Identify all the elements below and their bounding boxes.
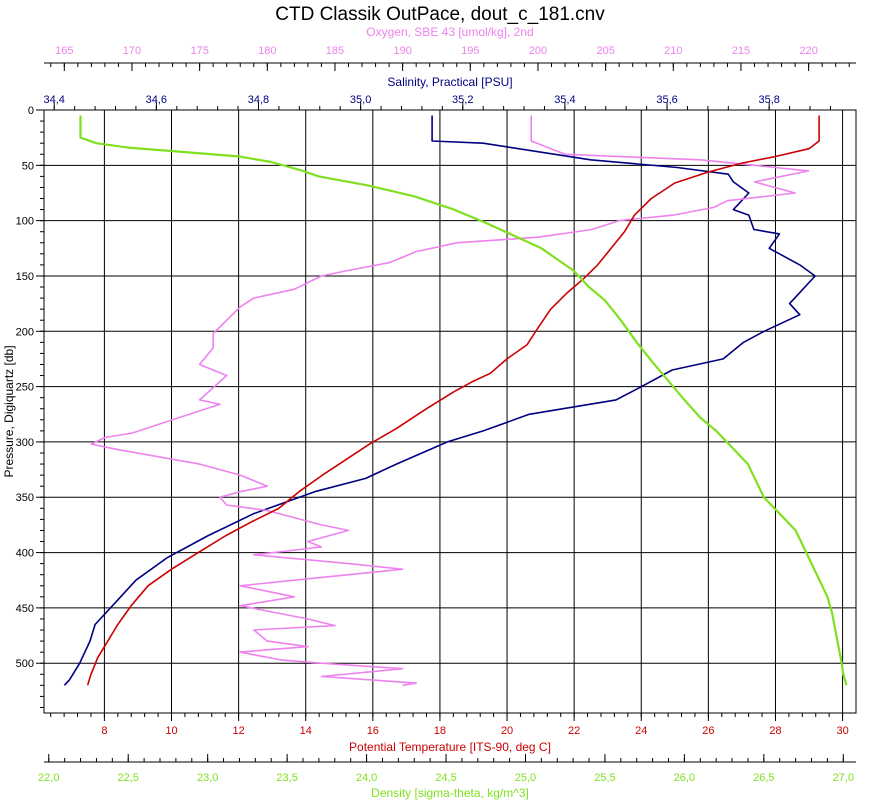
- oxygen-tick-label: 210: [664, 45, 682, 57]
- oxygen-profile-line: [90, 115, 810, 687]
- oxygen-tick-label: 175: [190, 45, 208, 57]
- temperature-tick-label: 30: [836, 725, 848, 737]
- temperature-tick-label: 26: [702, 725, 714, 737]
- salinity-tick-label: 34,4: [44, 94, 65, 106]
- temperature-tick-label: 24: [635, 725, 647, 737]
- oxygen-axis-title: Oxygen, SBE 43 [umol/kg], 2nd: [366, 25, 533, 39]
- oxygen-tick-label: 185: [326, 45, 344, 57]
- salinity-tick-label: 34,6: [146, 94, 167, 106]
- oxygen-tick-label: 215: [732, 45, 750, 57]
- oxygen-tick-label: 180: [258, 45, 276, 57]
- density-axis-title: Density [sigma-theta, kg/m^3]: [371, 786, 529, 800]
- oxygen-tick-label: 220: [799, 45, 817, 57]
- axes: 165 170 175 180 185 190 195 200 205 210 215 220Oxyg…: [2, 25, 856, 800]
- temperature-tick-label: 18: [434, 725, 446, 737]
- density-tick-label: 26,0: [674, 772, 695, 784]
- temperature-tick-label: 22: [568, 725, 580, 737]
- density-tick-label: 22,0: [38, 772, 59, 784]
- density-profile-line: [79, 115, 848, 686]
- temperature-tick-label: 8: [101, 725, 107, 737]
- pressure-tick-label: 350: [16, 492, 34, 504]
- temperature-profile-line: [86, 115, 820, 686]
- temperature-tick-label: 14: [300, 725, 312, 737]
- temperature-tick-label: 12: [232, 725, 244, 737]
- density-tick-label: 26,5: [753, 772, 774, 784]
- salinity-tick-label: 35,8: [758, 94, 779, 106]
- pressure-tick-label: 100: [16, 216, 34, 228]
- salinity-axis-title: Salinity, Practical [PSU]: [387, 75, 512, 89]
- density-tick-label: 24,0: [356, 772, 377, 784]
- oxygen-tick-label: 165: [55, 45, 73, 57]
- pressure-tick-label: 250: [16, 382, 34, 394]
- chart-title: CTD Classik OutPace, dout_c_181.cnv: [275, 4, 605, 25]
- pressure-tick-label: 450: [16, 603, 34, 615]
- density-axis: 22,0 22,5 23,0 23,5 24,0 24,5 25,0 25,5 26,0 26,5…: [38, 754, 856, 800]
- pressure-tick-label: 50: [22, 160, 34, 172]
- salinity-tick-label: 35,0: [350, 94, 371, 106]
- temperature-tick-label: 20: [501, 725, 513, 737]
- salinity-tick-label: 35,2: [452, 94, 473, 106]
- pressure-tick-label: 0: [28, 105, 34, 117]
- density-tick-label: 27,0: [833, 772, 854, 784]
- oxygen-axis: 165 170 175 180 185 190 195 200 205 210 215 220 Oxyg…: [44, 25, 856, 71]
- oxygen-tick-label: 195: [461, 45, 479, 57]
- temperature-axis-title: Potential Temperature [ITS-90, deg C]: [349, 740, 551, 754]
- density-tick-label: 23,5: [276, 772, 297, 784]
- oxygen-tick-label: 170: [123, 45, 141, 57]
- pressure-tick-label: 300: [16, 437, 34, 449]
- salinity-tick-label: 35,4: [554, 94, 575, 106]
- density-tick-label: 22,5: [118, 772, 139, 784]
- salinity-tick-label: 35,6: [656, 94, 677, 106]
- density-tick-label: 25,0: [515, 772, 536, 784]
- oxygen-tick-label: 205: [596, 45, 614, 57]
- salinity-axis: 34,4 34,6 34,8 35,0 35,2 35,4 35,6 35,8 Salinity…: [44, 75, 831, 110]
- pressure-axis: 0 50 100 150 200 250 300 350 400 450 500 Pressure, …: [2, 105, 44, 708]
- temperature-tick-label: 28: [769, 725, 781, 737]
- pressure-tick-label: 200: [16, 326, 34, 338]
- pressure-axis-title: Pressure, Digiquartz [db]: [2, 345, 16, 477]
- temperature-tick-label: 10: [165, 725, 177, 737]
- pressure-tick-label: 400: [16, 548, 34, 560]
- series-layer: [63, 115, 848, 687]
- density-tick-label: 24,5: [435, 772, 456, 784]
- density-tick-label: 23,0: [197, 772, 218, 784]
- pressure-tick-label: 150: [16, 271, 34, 283]
- oxygen-tick-label: 200: [529, 45, 547, 57]
- pressure-tick-label: 500: [16, 658, 34, 670]
- density-tick-label: 25,5: [594, 772, 615, 784]
- plot-frame: [43, 109, 857, 714]
- temperature-tick-label: 16: [367, 725, 379, 737]
- temperature-axis: 8 10 12 14 16 18 20 22 24 26 28 30 Potential Tempera…: [50, 713, 849, 754]
- salinity-profile-line: [63, 115, 816, 686]
- oxygen-tick-label: 190: [393, 45, 411, 57]
- salinity-tick-label: 34,8: [248, 94, 269, 106]
